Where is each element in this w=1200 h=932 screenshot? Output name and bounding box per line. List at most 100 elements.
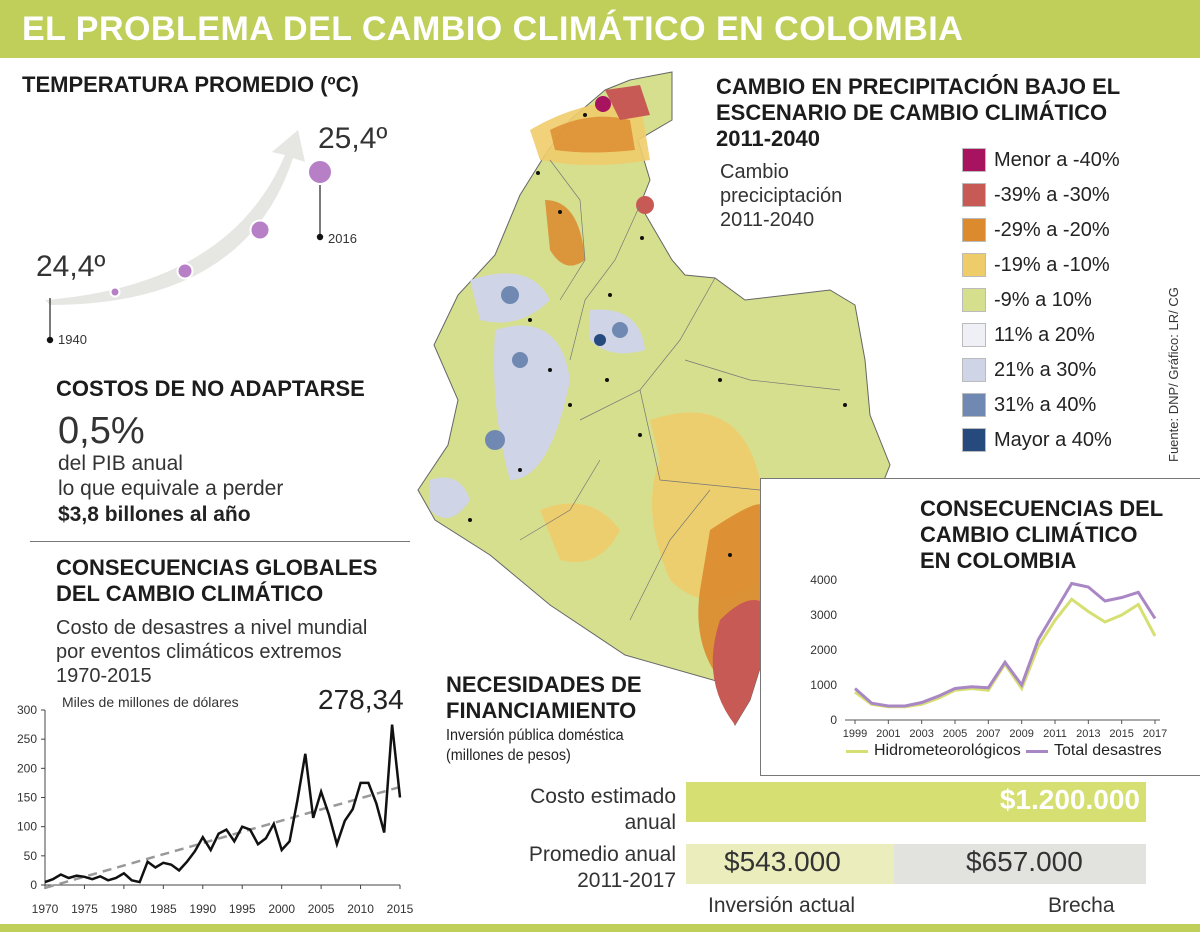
title-banner: EL PROBLEMA DEL CAMBIO CLIMÁTICO EN COLO… xyxy=(0,0,1200,58)
legend-item: -9% a 10% xyxy=(962,287,1092,313)
legend-label: -19% a -10% xyxy=(994,253,1110,276)
legend-label: 11% a 20% xyxy=(994,323,1095,346)
global-units: Miles de millones de dólares xyxy=(62,694,239,710)
financing-row2-label-line-1: Promedio anual xyxy=(528,843,676,866)
hydrometeorological-line xyxy=(854,597,1157,709)
precip-heading: CAMBIO EN PRECIPITACIÓN BAJO EL ESCENARI… xyxy=(716,74,1120,152)
region-cesar-red xyxy=(636,196,654,214)
costs-line-3: $3,8 billones al año xyxy=(58,503,251,526)
legend-label: 31% a 40% xyxy=(994,393,1097,416)
financing-row1-label: Costo estimado anual xyxy=(480,784,676,836)
legend-label-hydro: Hidrometeorológicos xyxy=(874,742,1021,759)
costs-percent: 0,5% xyxy=(58,410,145,452)
legend-item: 11% a 20% xyxy=(962,322,1095,348)
temp-point-3 xyxy=(249,219,271,241)
region-pacific-wet xyxy=(430,477,470,518)
global-x-tick-label: 2015 xyxy=(387,902,414,916)
colombia-x-tick-label: 2009 xyxy=(1009,728,1033,740)
region-guajira-magenta xyxy=(595,96,611,112)
precip-heading-line-2: ESCENARIO DE CAMBIO CLIMÁTICO xyxy=(716,100,1108,125)
region-santander-orange xyxy=(545,200,585,266)
legend-item: Menor a -40% xyxy=(962,147,1120,173)
temp-point-4 xyxy=(307,159,333,185)
precip-heading-line-1: CAMBIO EN PRECIPITACIÓN BAJO EL xyxy=(716,74,1121,99)
legend-label: -29% a -20% xyxy=(994,218,1110,241)
colombia-y-tick-label: 1000 xyxy=(810,678,837,692)
legend-swatch-7 xyxy=(962,393,986,417)
colombia-x-tick-label: 2001 xyxy=(876,728,900,740)
global-y-tick-label: 200 xyxy=(17,761,37,775)
financing-current-value: $543.000 xyxy=(724,846,841,877)
colombia-x-tick-label: 2013 xyxy=(1076,728,1100,740)
colombia-y-tick-label: 2000 xyxy=(810,643,837,657)
legend-swatch-8 xyxy=(962,428,986,452)
financing-heading: NECESIDADES DE FINANCIAMIENTO xyxy=(446,672,642,724)
legend-item: -19% a -10% xyxy=(962,252,1110,278)
end-year-dot xyxy=(316,233,324,241)
legend-label: Menor a -40% xyxy=(994,148,1120,171)
global-x-tick-label: 1975 xyxy=(71,902,98,916)
costs-line-2: lo que equivale a perder xyxy=(58,477,284,500)
colombia-heading-line-2: CAMBIO CLIMÁTICO xyxy=(920,522,1138,547)
global-disaster-chart: 0 50 100 150 200 250 300 1970 1975 1980 1985 1990 19… xyxy=(17,703,414,916)
colombia-x-tick-label: 2005 xyxy=(943,728,967,740)
start-year-dot xyxy=(46,336,54,344)
global-y-tick-label: 100 xyxy=(17,820,37,834)
legend-item: 31% a 40% xyxy=(962,392,1096,418)
legend-label: -39% a -30% xyxy=(994,183,1110,206)
financing-bar-total xyxy=(686,782,1146,822)
global-x-tick-label: 1990 xyxy=(189,902,216,916)
bottom-bar xyxy=(0,924,1200,932)
financing-row2-label-line-2: 2011-2017 xyxy=(577,869,676,892)
region-wet-blue-3 xyxy=(485,430,505,450)
department-borders xyxy=(519,159,841,621)
global-x-tick-label: 1970 xyxy=(32,902,59,916)
financing-subtitle: Inversión pública doméstica (millones de… xyxy=(446,726,624,766)
financing-gap-value: $657.000 xyxy=(966,846,1083,877)
region-wet-blue-2 xyxy=(512,352,528,368)
financing-bar-gap xyxy=(894,844,1146,884)
colombia-x-tick-label: 2007 xyxy=(976,728,1000,740)
colombia-y-tick-label: 0 xyxy=(830,713,837,727)
temperature-arrow xyxy=(45,130,305,305)
legend-swatch-5 xyxy=(962,323,986,347)
legend-swatch-4 xyxy=(962,288,986,312)
region-caribbean-orange xyxy=(550,116,635,153)
financing-heading-line-2: FINANCIAMIENTO xyxy=(446,698,637,723)
global-heading-line-1: CONSECUENCIAS GLOBALES xyxy=(56,555,378,580)
global-y-tick-label: 0 xyxy=(30,878,37,892)
global-subtitle-line-1: Costo de desastres a nivel mundial xyxy=(56,617,368,639)
financing-caption-gap: Brecha xyxy=(1048,894,1115,917)
precip-subtitle-line-3: 2011-2040 xyxy=(720,209,815,231)
legend-line-total xyxy=(1026,749,1048,753)
costs-heading: COSTOS DE NO ADAPTARSE xyxy=(56,376,365,401)
colombia-precipitation-map xyxy=(417,71,891,727)
colombia-disaster-chart: 0 1000 2000 3000 4000 1999 2001 2003 2005 2007 200… xyxy=(810,573,1167,740)
region-wet-blue-4 xyxy=(612,322,628,338)
region-south-yellow xyxy=(540,503,620,562)
precip-subtitle-line-1: Cambio xyxy=(720,161,789,183)
legend-line-hydro xyxy=(846,749,868,753)
global-x-tick-label: 1985 xyxy=(150,902,177,916)
temp-end-value: 25,4º xyxy=(318,122,388,155)
financing-row1-label-line-1: Costo estimado xyxy=(530,785,676,808)
global-x-tick-label: 1995 xyxy=(229,902,256,916)
financing-heading-line-1: NECESIDADES DE xyxy=(446,672,642,697)
region-wet-blue-1 xyxy=(501,286,519,304)
global-y-tick-label: 300 xyxy=(17,703,37,717)
precip-subtitle-line-2: preciciptación xyxy=(720,185,843,207)
temp-start-year: 1940 xyxy=(58,332,87,347)
global-subtitle-line-2: por eventos climáticos extremos xyxy=(56,641,342,663)
colombia-x-tick-label: 2017 xyxy=(1143,728,1167,740)
costs-divider xyxy=(30,541,410,542)
global-heading-line-2: DEL CAMBIO CLIMÁTICO xyxy=(56,581,324,606)
legend-swatch-6 xyxy=(962,358,986,382)
global-y-tick-label: 250 xyxy=(17,732,37,746)
region-wet-dark xyxy=(594,334,606,346)
global-subtitle: Costo de desastres a nivel mundial por e… xyxy=(56,616,367,688)
temp-end-year: 2016 xyxy=(328,231,357,246)
source-credit: Fuente: DNP/ Gráfico: LR/ CG xyxy=(1166,287,1181,462)
legend-swatch-2 xyxy=(962,218,986,242)
global-x-tick-label: 2010 xyxy=(347,902,374,916)
financing-row2-label: Promedio anual 2011-2017 xyxy=(480,842,676,894)
